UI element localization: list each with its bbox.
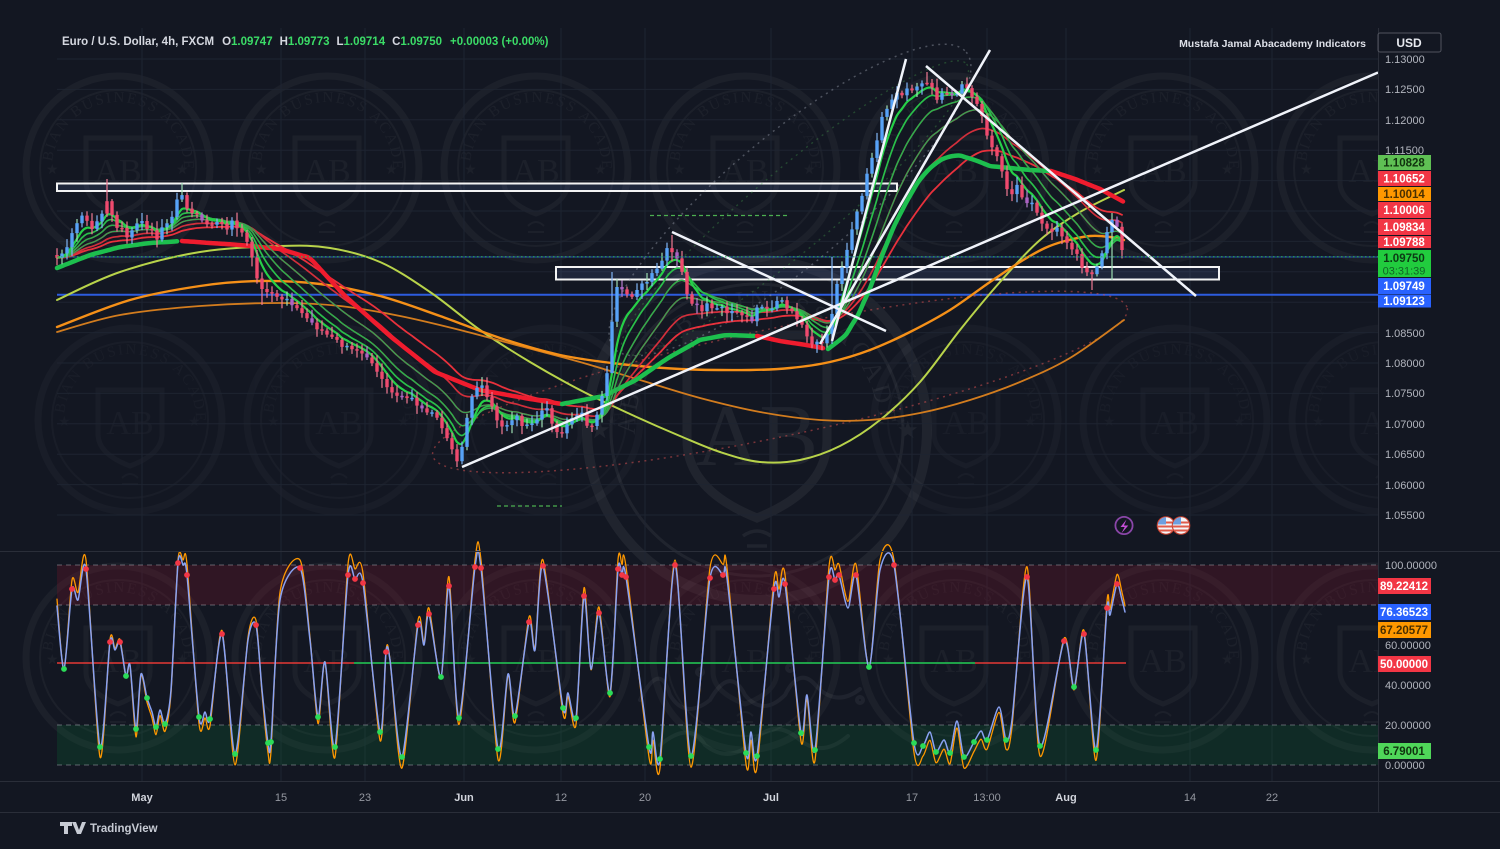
svg-text:50.00000: 50.00000 bbox=[1380, 659, 1428, 671]
svg-text:1.07000: 1.07000 bbox=[1385, 419, 1425, 431]
svg-text:Aug: Aug bbox=[1055, 792, 1076, 804]
svg-text:14: 14 bbox=[1184, 792, 1196, 804]
svg-text:67.20577: 67.20577 bbox=[1380, 625, 1428, 637]
svg-text:Mustafa Jamal Abacademy Indica: Mustafa Jamal Abacademy Indicators bbox=[1179, 38, 1366, 50]
svg-text:1.07500: 1.07500 bbox=[1385, 388, 1425, 400]
svg-text:20: 20 bbox=[639, 792, 651, 804]
svg-text:1.05500: 1.05500 bbox=[1385, 510, 1425, 522]
svg-text:1.09834: 1.09834 bbox=[1383, 222, 1425, 234]
svg-text:6.79001: 6.79001 bbox=[1383, 746, 1425, 758]
svg-text:1.09749: 1.09749 bbox=[1383, 281, 1425, 293]
svg-text:1.13000: 1.13000 bbox=[1385, 54, 1425, 66]
svg-text:22: 22 bbox=[1266, 792, 1278, 804]
svg-text:15: 15 bbox=[275, 792, 287, 804]
svg-text:USD: USD bbox=[1396, 36, 1422, 50]
svg-text:23: 23 bbox=[359, 792, 371, 804]
svg-text:May: May bbox=[131, 792, 153, 804]
svg-text:40.00000: 40.00000 bbox=[1385, 680, 1431, 692]
svg-text:1.12500: 1.12500 bbox=[1385, 84, 1425, 96]
svg-text:1.10828: 1.10828 bbox=[1383, 158, 1425, 170]
svg-text:60.00000: 60.00000 bbox=[1385, 640, 1431, 652]
svg-text:0.00000: 0.00000 bbox=[1385, 760, 1425, 772]
svg-text:76.36523: 76.36523 bbox=[1380, 607, 1428, 619]
svg-text:AB: AB bbox=[696, 388, 818, 485]
svg-text:1.11500: 1.11500 bbox=[1385, 145, 1424, 157]
svg-text:1.12000: 1.12000 bbox=[1385, 115, 1425, 127]
svg-text:89.22412: 89.22412 bbox=[1380, 581, 1428, 593]
svg-text:Jun: Jun bbox=[454, 792, 474, 804]
svg-text:★: ★ bbox=[897, 418, 919, 444]
svg-text:100.00000: 100.00000 bbox=[1385, 560, 1437, 572]
svg-text:1.10006: 1.10006 bbox=[1383, 205, 1425, 217]
svg-text:1.08000: 1.08000 bbox=[1385, 358, 1425, 370]
svg-text:1.09750: 1.09750 bbox=[1383, 253, 1425, 265]
svg-text:12: 12 bbox=[555, 792, 567, 804]
svg-text:1.08500: 1.08500 bbox=[1385, 328, 1425, 340]
svg-text:1.10014: 1.10014 bbox=[1383, 189, 1425, 201]
svg-text:1.06000: 1.06000 bbox=[1385, 480, 1425, 492]
svg-text:20.00000: 20.00000 bbox=[1385, 720, 1431, 732]
svg-text:1.09123: 1.09123 bbox=[1383, 296, 1425, 308]
svg-text:13:00: 13:00 bbox=[973, 792, 1001, 804]
svg-text:★: ★ bbox=[589, 418, 611, 444]
svg-text:1.09788: 1.09788 bbox=[1383, 237, 1425, 249]
svg-text:Jul: Jul bbox=[763, 792, 779, 804]
svg-text:03:31:39: 03:31:39 bbox=[1383, 266, 1426, 278]
svg-text:17: 17 bbox=[906, 792, 918, 804]
svg-text:TradingView: TradingView bbox=[90, 823, 158, 835]
svg-text:1.10652: 1.10652 bbox=[1383, 174, 1425, 186]
svg-text:1.06500: 1.06500 bbox=[1385, 449, 1425, 461]
